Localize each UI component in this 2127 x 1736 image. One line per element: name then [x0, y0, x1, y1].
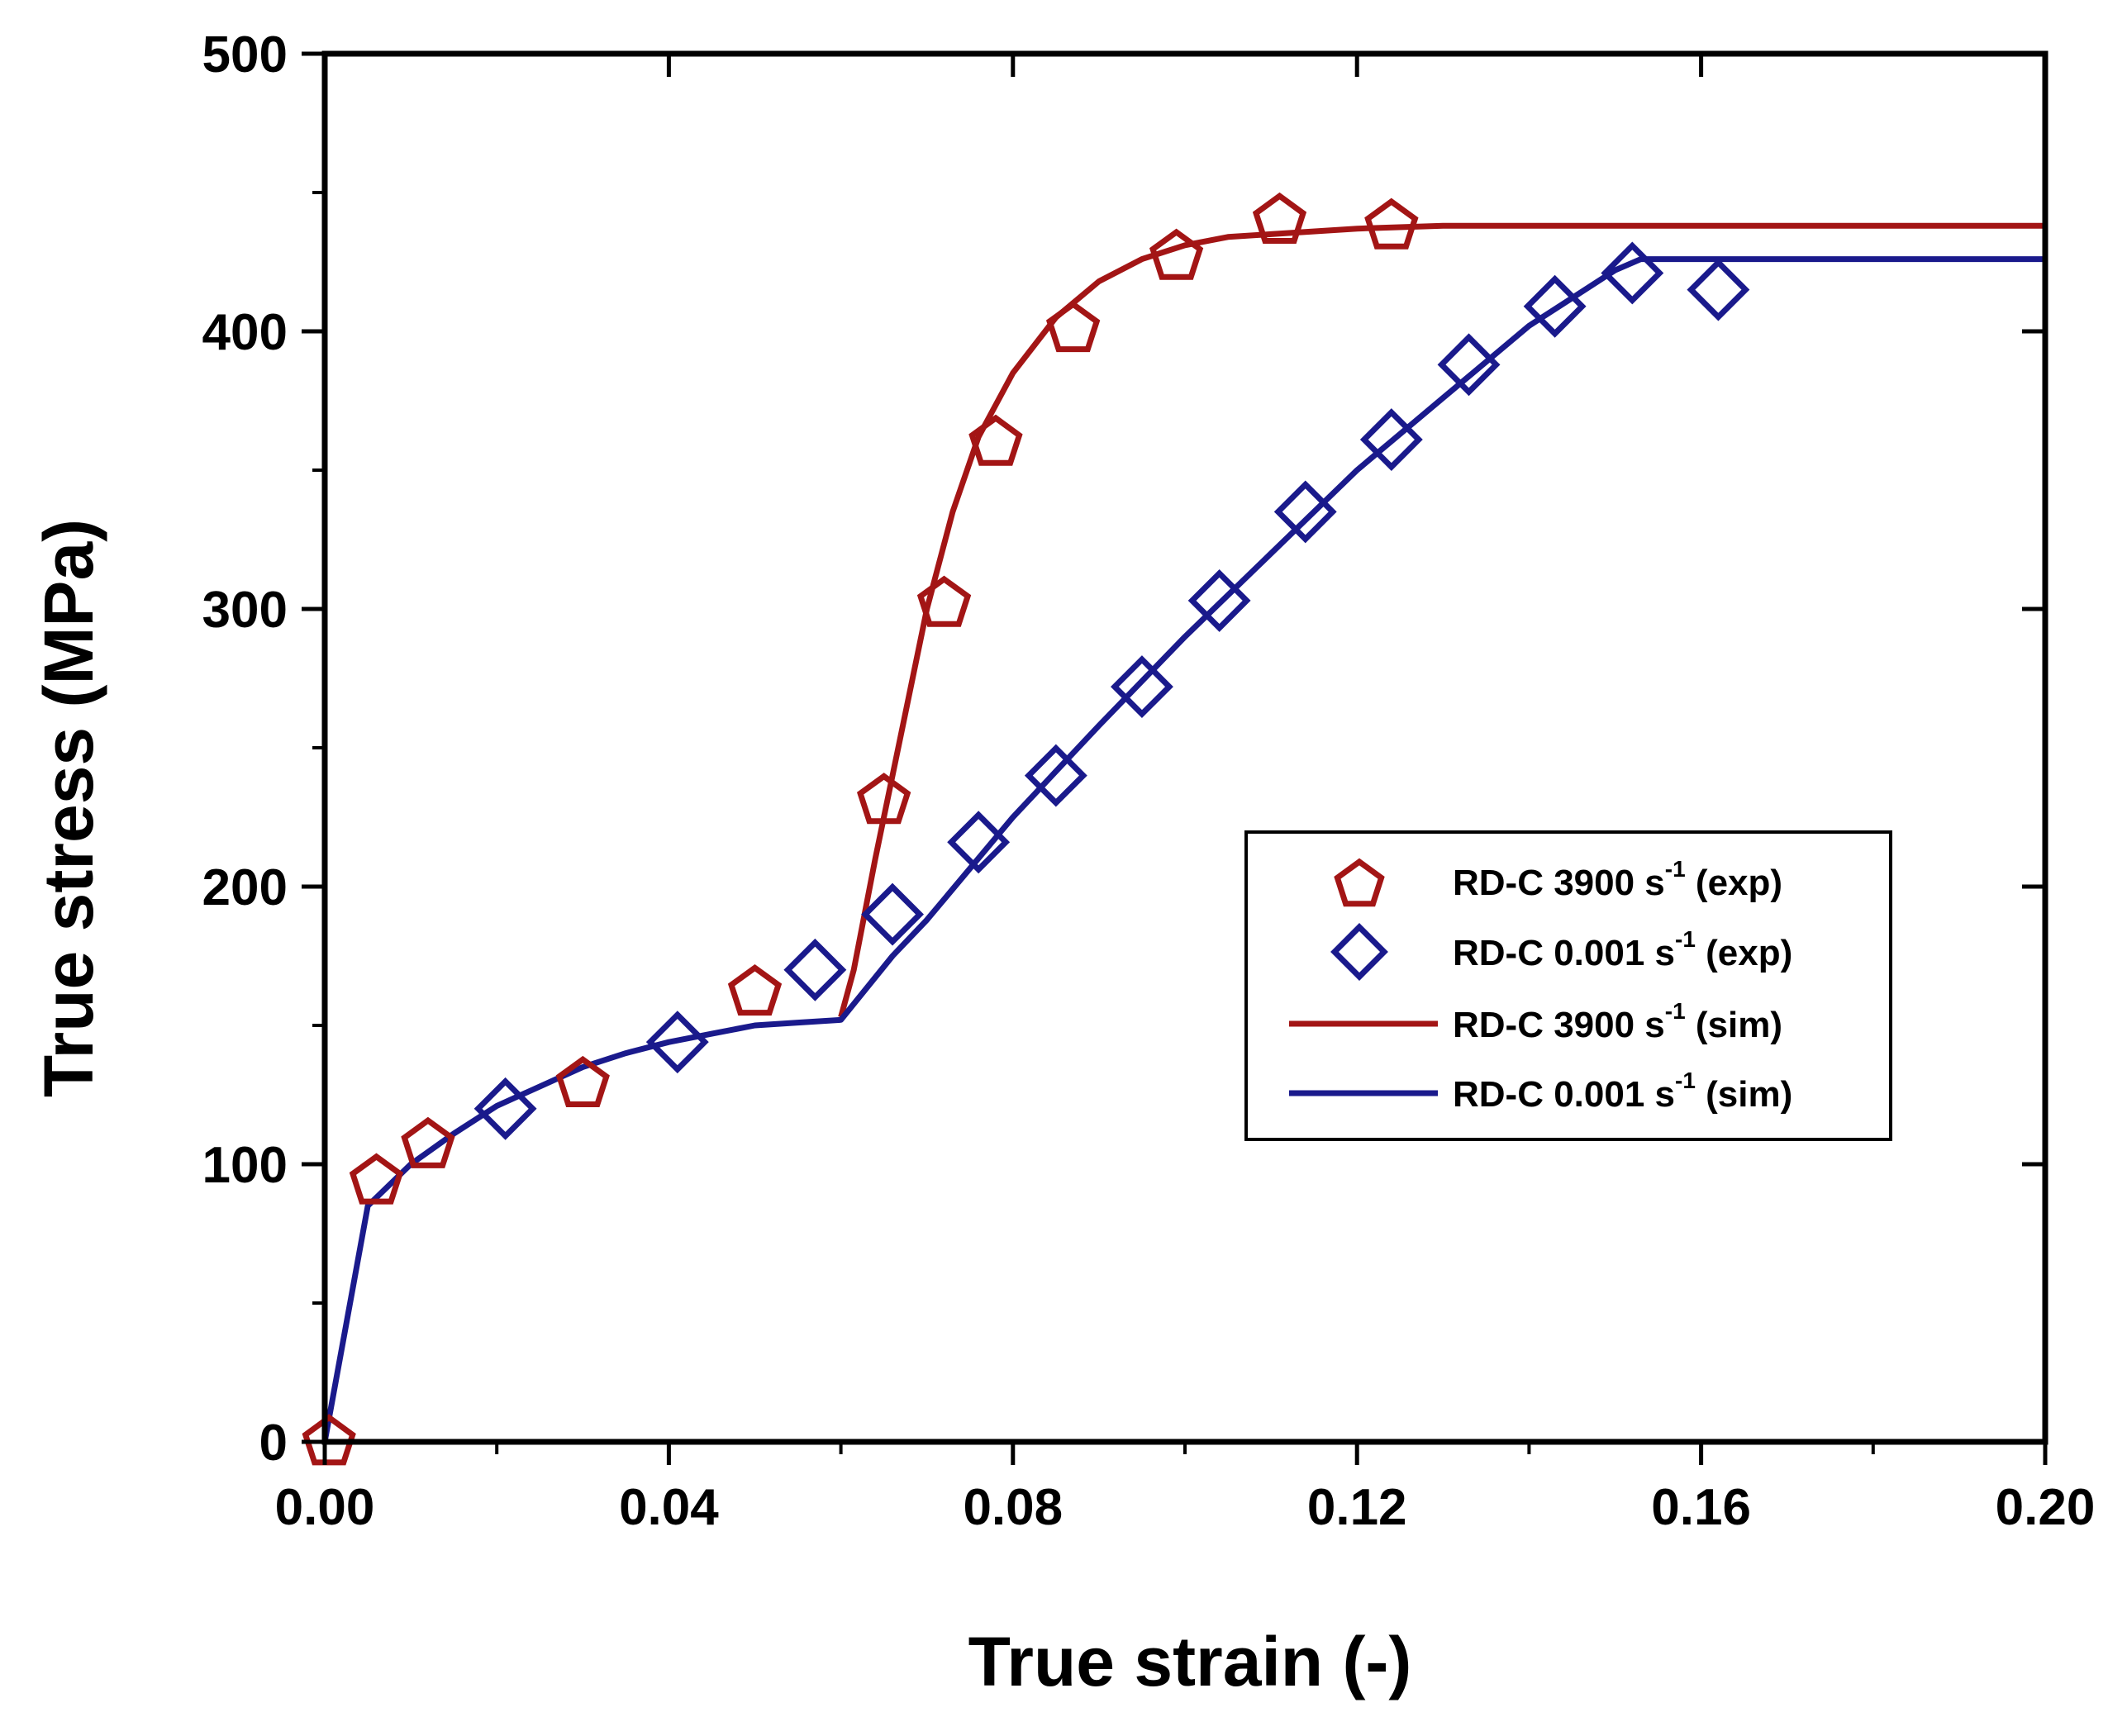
legend-label-suffix: (exp): [1696, 933, 1792, 973]
legend-label-superscript: -1: [1665, 998, 1686, 1024]
data-point-diamond: [1187, 568, 1251, 632]
data-point-diamond: [1437, 333, 1501, 397]
legend-label-main: RD-C 0.001 s: [1453, 1074, 1675, 1115]
x-tick-label: 0.00: [275, 1479, 375, 1536]
x-tick-label: 0.08: [963, 1479, 1063, 1536]
y-tick-label: 0: [259, 1415, 288, 1472]
data-point-diamond: [947, 811, 1011, 874]
y-tick-label: 400: [202, 304, 288, 361]
data-point-diamond: [1024, 744, 1087, 807]
data-point-pentagon: [349, 1153, 404, 1205]
legend-label-suffix: (sim): [1696, 1074, 1792, 1115]
legend-label-superscript: -1: [1675, 1068, 1696, 1093]
data-point-diamond: [1273, 480, 1337, 544]
legend-marker-pentagon: [1334, 858, 1385, 907]
data-point-pentagon: [1252, 192, 1307, 244]
x-tick-label: 0.20: [1996, 1479, 2096, 1536]
legend-label-suffix: (exp): [1686, 863, 1782, 903]
y-tick-label: 300: [202, 582, 288, 639]
legend-label: RD-C 0.001 s-1 (exp): [1453, 926, 1792, 973]
data-point-pentagon: [856, 773, 911, 825]
legend-label: RD-C 3900 s-1 (sim): [1453, 998, 1782, 1045]
legend-label-main: RD-C 3900 s: [1453, 863, 1665, 903]
data-point-pentagon: [727, 963, 783, 1016]
legend-label-superscript: -1: [1665, 856, 1686, 882]
legend-label: RD-C 3900 s-1 (exp): [1453, 856, 1782, 903]
x-axis-title: True strain (-): [968, 1623, 1412, 1700]
legend-label: RD-C 0.001 s-1 (sim): [1453, 1068, 1792, 1115]
legend-label-suffix: (sim): [1686, 1005, 1782, 1045]
data-point-diamond: [861, 882, 925, 946]
legend-label-main: RD-C 3900 s: [1453, 1005, 1665, 1045]
data-point-diamond: [473, 1077, 537, 1140]
y-axis-title: True stress (MPa): [30, 519, 107, 1097]
series-line: [325, 256, 2045, 1442]
y-tick-label: 500: [202, 26, 288, 83]
data-point-pentagon: [1149, 228, 1204, 280]
data-point-diamond: [645, 1011, 709, 1074]
data-point-diamond: [1523, 274, 1587, 338]
data-point-diamond: [1687, 258, 1750, 321]
data-point-pentagon: [916, 575, 972, 627]
y-tick-label: 100: [202, 1137, 288, 1194]
data-point-diamond: [1111, 655, 1173, 719]
y-tick-label: 200: [202, 859, 288, 916]
legend-marker-diamond: [1330, 923, 1388, 981]
data-point-pentagon: [1045, 300, 1101, 353]
data-point-diamond: [1359, 408, 1423, 471]
data-point-diamond: [783, 938, 847, 1001]
data-point-diamond: [1601, 241, 1664, 305]
legend: RD-C 3900 s-1 (exp)RD-C 0.001 s-1 (exp)R…: [1244, 830, 1892, 1141]
data-point-pentagon: [302, 1414, 356, 1466]
data-point-pentagon: [555, 1055, 610, 1107]
legend-label-main: RD-C 0.001 s: [1453, 933, 1675, 973]
data-point-pentagon: [401, 1116, 455, 1168]
legend-box: [1244, 830, 1892, 1141]
plot-series: [302, 192, 2045, 1466]
data-point-pentagon: [968, 414, 1023, 466]
x-tick-label: 0.12: [1307, 1479, 1407, 1536]
x-tick-label: 0.04: [619, 1479, 719, 1536]
legend-label-superscript: -1: [1675, 926, 1696, 952]
x-tick-label: 0.16: [1651, 1479, 1751, 1536]
axis-ticks: 0.00 0.04 0.08 0.12 0.16 0.20 0 100 200 300 400 500: [202, 26, 2096, 1536]
data-point-pentagon: [1364, 197, 1419, 250]
